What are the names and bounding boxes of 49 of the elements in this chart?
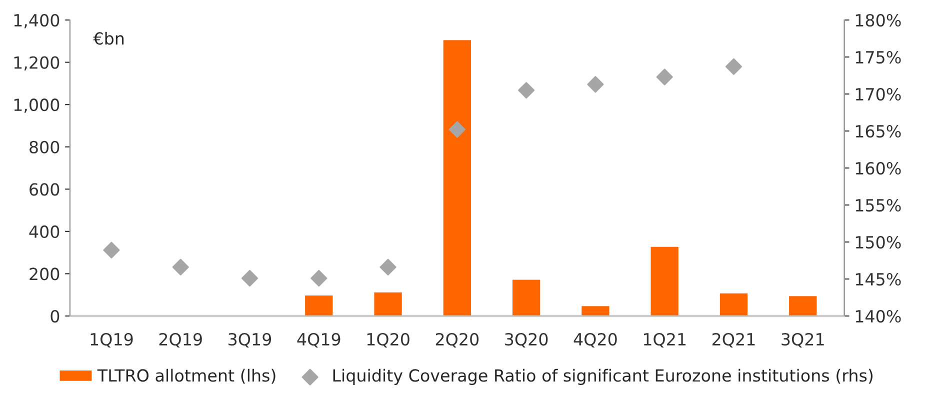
- y-tick-label: 600: [30, 183, 60, 196]
- x-tick-label: 3Q19: [228, 332, 272, 348]
- x-tick-label: 1Q21: [644, 332, 686, 348]
- x-tick-label: 4Q19: [297, 332, 340, 348]
- point: [103, 242, 120, 258]
- x-tick-label: 2Q19: [159, 332, 202, 348]
- y-tick-label: 400: [29, 225, 60, 238]
- y-tick-label: 0: [50, 310, 60, 323]
- x-tick-label: 4Q20: [574, 332, 617, 348]
- bar: [372, 290, 404, 316]
- bar: [442, 38, 472, 316]
- x-tick-label: 3Q21: [782, 332, 824, 348]
- x-tick-label: 2Q20: [436, 332, 479, 348]
- y-tick-label: 1,200: [14, 56, 60, 71]
- y2-tick-label: 140%: [856, 310, 901, 323]
- point: [587, 76, 604, 93]
- bar: [304, 294, 334, 316]
- bar: [788, 294, 818, 316]
- point: [448, 121, 466, 138]
- annotation: €bn: [93, 32, 124, 45]
- point: [656, 68, 673, 86]
- point: [725, 58, 742, 75]
- point: [518, 82, 535, 99]
- bar: [718, 292, 749, 316]
- y2-tick-label: 180%: [856, 14, 901, 27]
- y-tick-label: 800: [30, 140, 60, 154]
- x-tick-label: 1Q20: [367, 332, 410, 348]
- y2-tick-label: 145%: [856, 272, 901, 286]
- x-tick-label: 3Q20: [505, 332, 548, 348]
- y2-tick-label: 155%: [856, 198, 901, 212]
- y2-tick-label: 150%: [856, 236, 901, 249]
- y-tick-label: 1,400: [14, 14, 60, 28]
- bar: [511, 278, 542, 316]
- bar: [580, 304, 611, 316]
- bar: [649, 246, 680, 316]
- y2-tick-label: 170%: [856, 88, 901, 101]
- x-tick-label: 2Q21: [712, 332, 755, 348]
- y2-tick-label: 160%: [856, 162, 901, 175]
- point: [310, 270, 328, 287]
- point: [172, 258, 189, 276]
- y2-tick-label: 165%: [856, 124, 901, 138]
- y2-tick-label: 175%: [856, 50, 901, 64]
- y-tick-label: 200: [30, 268, 60, 280]
- y-tick-label: 1,000: [14, 98, 60, 113]
- legend-label: Liquidity Coverage Ratio of significant Eurozone institutions (rhs): [333, 368, 873, 385]
- legend-label: TLTRO allotment (lhs): [97, 368, 276, 384]
- x-tick-label: 1Q19: [90, 332, 133, 348]
- point: [380, 258, 396, 276]
- point: [241, 270, 258, 287]
